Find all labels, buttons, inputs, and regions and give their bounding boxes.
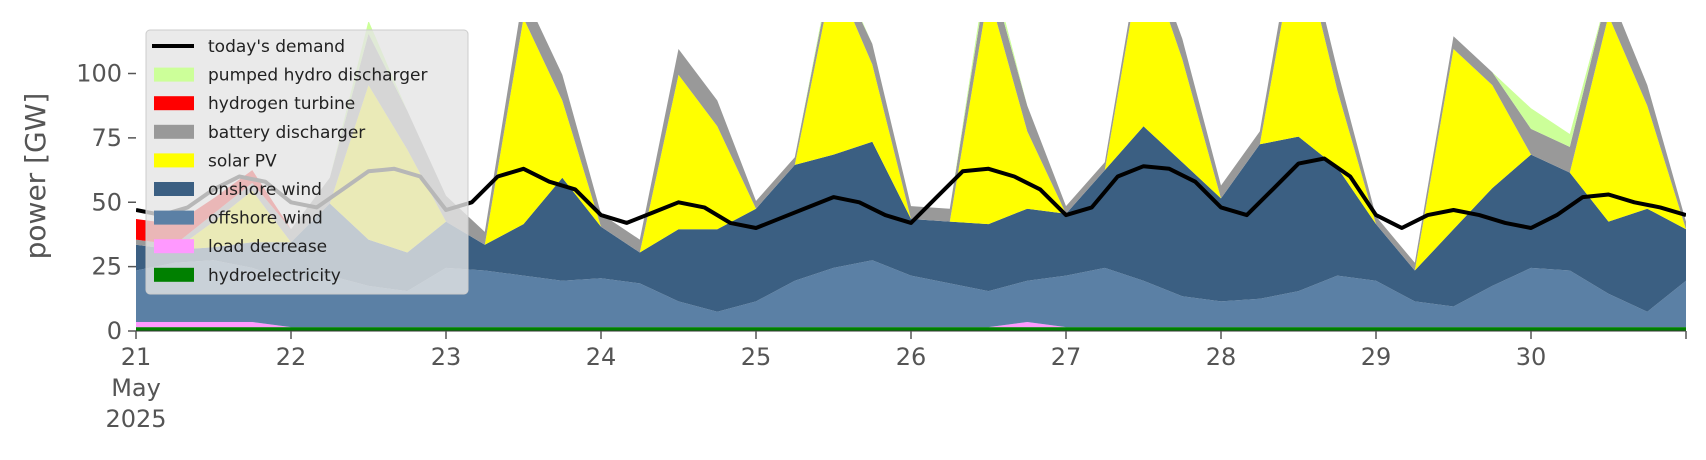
x-tick-label: 28 [1206,343,1237,371]
legend-swatch [154,210,194,225]
y-tick-label: 75 [91,124,122,152]
x-tick-label: 25 [741,343,772,371]
x-tick-label: 21 [121,343,152,371]
x-tick-label: 22 [276,343,307,371]
legend-swatch [154,96,194,111]
legend-label: battery discharger [208,123,365,143]
x-tick-label: 26 [896,343,927,371]
x-tick-label: 27 [1051,343,1082,371]
legend-label: load decrease [208,237,327,257]
legend-swatch [154,182,194,196]
legend-swatch [154,239,194,254]
legend-box [145,29,469,295]
y-tick-label: 50 [91,188,122,216]
legend-label: hydroelectricity [208,266,341,286]
x-axis: 21 May 2025 22 23 24 25 26 27 28 29 30 [105,330,1687,433]
legend-swatch [154,267,194,282]
x-tick-label: 29 [1361,343,1392,371]
area-solar-pv [136,22,1686,271]
plot-area [136,22,1686,331]
y-tick-label: 0 [107,317,122,345]
y-tick-label: 25 [91,253,122,281]
legend: today's demand pumped hydro discharger hyd… [145,29,469,295]
y-axis: 0 25 50 75 100 [76,60,136,345]
legend-swatch [154,153,194,168]
legend-swatch [154,124,194,139]
x-tick-label: 2025 [105,405,166,433]
stacked-areas [136,22,1686,331]
x-tick-label: 24 [586,343,617,371]
legend-label: offshore wind [208,209,323,229]
y-tick-label: 100 [76,60,122,88]
legend-label: solar PV [208,151,277,171]
x-tick-label: May [111,374,161,402]
legend-label: hydrogen turbine [208,94,355,114]
legend-label: onshore wind [208,180,322,200]
legend-label: today's demand [208,37,345,57]
area-offshore-wind [136,260,1686,328]
legend-label: pumped hydro discharger [208,66,427,86]
x-tick-label: 23 [431,343,462,371]
x-tick-label: 30 [1516,343,1547,371]
area-hydroelectricity [136,327,1686,331]
legend-swatch [154,67,194,82]
y-axis-label: power [GW] [19,93,52,260]
